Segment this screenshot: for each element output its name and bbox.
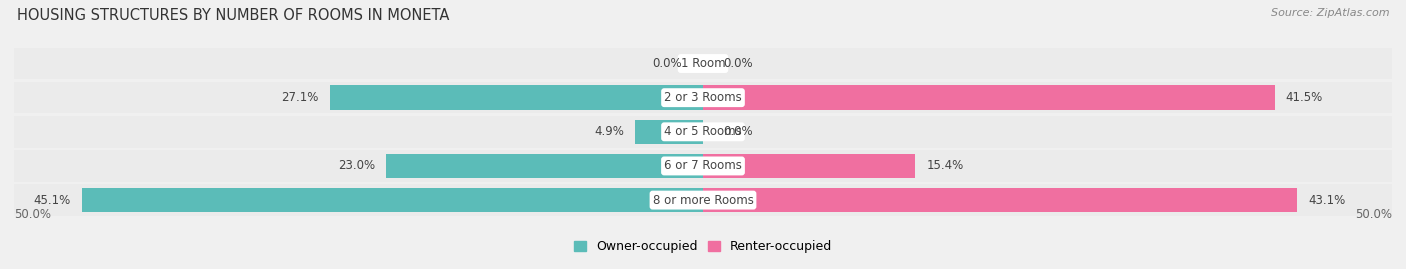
Bar — [636, 119, 703, 144]
Text: 41.5%: 41.5% — [1286, 91, 1323, 104]
Text: 6 or 7 Rooms: 6 or 7 Rooms — [664, 160, 742, 172]
Bar — [387, 154, 703, 178]
Bar — [14, 82, 1392, 113]
Bar — [703, 85, 1275, 110]
Text: 43.1%: 43.1% — [1308, 194, 1346, 207]
Text: 4.9%: 4.9% — [595, 125, 624, 138]
Text: 45.1%: 45.1% — [34, 194, 70, 207]
Text: 50.0%: 50.0% — [14, 208, 51, 221]
Text: 1 Room: 1 Room — [681, 57, 725, 70]
Bar — [14, 184, 1392, 216]
Text: 0.0%: 0.0% — [724, 57, 754, 70]
Text: 15.4%: 15.4% — [927, 160, 963, 172]
Bar — [703, 154, 915, 178]
Bar — [14, 48, 1392, 79]
Text: HOUSING STRUCTURES BY NUMBER OF ROOMS IN MONETA: HOUSING STRUCTURES BY NUMBER OF ROOMS IN… — [17, 8, 450, 23]
Text: 23.0%: 23.0% — [337, 160, 375, 172]
Legend: Owner-occupied, Renter-occupied: Owner-occupied, Renter-occupied — [574, 240, 832, 253]
Bar — [14, 116, 1392, 147]
Text: Source: ZipAtlas.com: Source: ZipAtlas.com — [1271, 8, 1389, 18]
Bar — [703, 188, 1296, 213]
Text: 27.1%: 27.1% — [281, 91, 319, 104]
Text: 4 or 5 Rooms: 4 or 5 Rooms — [664, 125, 742, 138]
Bar — [329, 85, 703, 110]
Text: 8 or more Rooms: 8 or more Rooms — [652, 194, 754, 207]
Text: 0.0%: 0.0% — [652, 57, 682, 70]
Text: 2 or 3 Rooms: 2 or 3 Rooms — [664, 91, 742, 104]
Bar — [82, 188, 703, 213]
Text: 50.0%: 50.0% — [1355, 208, 1392, 221]
Text: 0.0%: 0.0% — [724, 125, 754, 138]
Bar — [14, 150, 1392, 182]
